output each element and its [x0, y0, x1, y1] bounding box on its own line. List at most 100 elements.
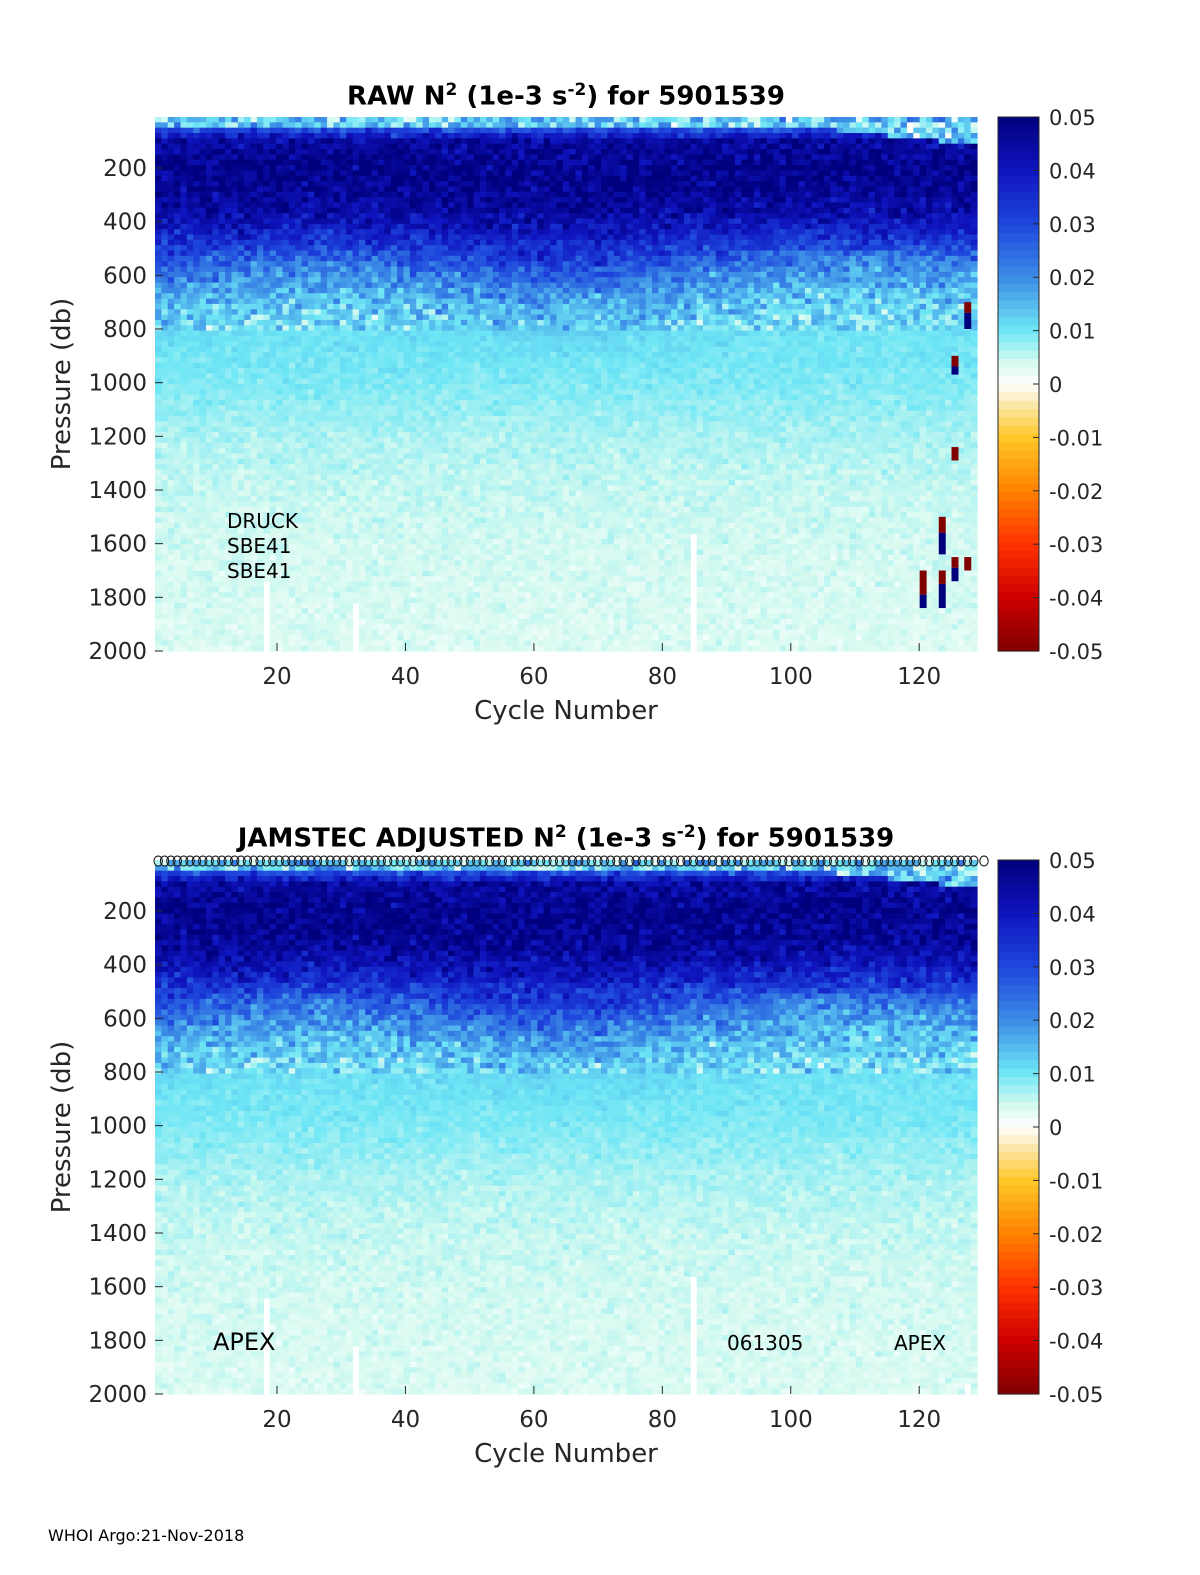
- colorbar-label: 0.04: [1049, 902, 1096, 926]
- qc-marker: [784, 855, 794, 867]
- qc-marker: [873, 855, 883, 867]
- x-tick-label: 40: [391, 664, 420, 690]
- y-tick-label: 600: [103, 1006, 147, 1032]
- qc-marker: [198, 855, 208, 867]
- colorbar-label: -0.03: [1049, 533, 1103, 557]
- qc-marker: [191, 855, 202, 867]
- qc-marker: [319, 855, 329, 867]
- y-tick-label: 200: [103, 899, 147, 925]
- qc-marker: [510, 855, 520, 867]
- qc-marker: [554, 855, 565, 867]
- y-tick-label: 800: [103, 317, 147, 343]
- anomaly-cell: [951, 567, 959, 582]
- sensor-annotation: DRUCK: [227, 509, 299, 533]
- qc-marker: [357, 855, 367, 867]
- qc-marker: [758, 855, 769, 867]
- qc-marker: [408, 855, 418, 867]
- qc-marker: [962, 855, 973, 867]
- qc-marker: [478, 855, 488, 867]
- qc-marker: [937, 855, 947, 867]
- qc-marker: [669, 855, 680, 867]
- qc-marker: [854, 855, 864, 867]
- qc-marker: [472, 855, 482, 867]
- qc-marker: [459, 855, 469, 867]
- anomaly-cell: [951, 447, 959, 461]
- qc-marker: [631, 855, 641, 867]
- qc-marker: [848, 855, 858, 867]
- footer-stamp: WHOI Argo:21-Nov-2018: [48, 1526, 244, 1545]
- qc-marker: [695, 855, 705, 867]
- qc-marker: [363, 855, 374, 867]
- qc-marker: [828, 855, 839, 867]
- qc-marker: [739, 855, 750, 867]
- qc-marker: [892, 855, 903, 867]
- x-tick-label: 40: [391, 1407, 420, 1433]
- qc-marker: [255, 855, 265, 867]
- colorbar-label: 0: [1049, 373, 1062, 397]
- raw-n2-heatmap: 20 40 60 80 100 120 200 400 600 800 1000 1200 1400 16…: [47, 106, 1103, 726]
- serial-number-label: 061305: [727, 1331, 803, 1355]
- x-tick-label: 60: [519, 664, 548, 690]
- qc-marker: [204, 855, 214, 867]
- qc-marker: [440, 855, 450, 867]
- y-axis-label: Pressure (db): [47, 298, 77, 471]
- anomaly-cell: [951, 355, 959, 367]
- qc-marker: [401, 855, 412, 867]
- qc-marker: [529, 855, 539, 867]
- y-tick-label: 1600: [88, 532, 147, 558]
- qc-marker: [746, 855, 756, 867]
- qc-marker: [172, 855, 183, 867]
- y-tick-label: 1400: [88, 478, 147, 504]
- anomaly-cell: [919, 570, 927, 595]
- qc-marker: [809, 855, 820, 867]
- x-tick-label: 80: [648, 1407, 677, 1433]
- qc-marker: [637, 855, 648, 867]
- colorbar-label: -0.02: [1049, 1223, 1103, 1247]
- qc-marker: [236, 855, 246, 867]
- colorbar: [997, 859, 1040, 1395]
- anomaly-cell: [938, 570, 946, 584]
- qc-marker: [229, 855, 240, 867]
- heatmap-cells: [155, 860, 978, 1395]
- colorbar-label: -0.01: [1049, 1169, 1103, 1193]
- colorbar-label: -0.04: [1049, 587, 1103, 611]
- qc-marker: [427, 855, 437, 867]
- colorbar-label: -0.02: [1049, 480, 1103, 504]
- colorbar-label: 0: [1049, 1116, 1062, 1140]
- qc-marker: [816, 855, 826, 867]
- qc-marker: [242, 855, 253, 867]
- x-axis-label: Cycle Number: [474, 1439, 658, 1469]
- qc-marker: [542, 855, 552, 867]
- y-axis-label: Pressure (db): [47, 1041, 77, 1214]
- y-tick-label: 2000: [88, 639, 147, 665]
- qc-marker: [395, 855, 406, 867]
- qc-marker: [446, 855, 457, 867]
- anomaly-cell: [938, 516, 946, 533]
- qc-marker: [720, 855, 731, 867]
- y-tick-label: 2000: [88, 1382, 147, 1408]
- qc-marker: [822, 855, 832, 867]
- anomaly-cell: [951, 366, 959, 375]
- colorbar-label: -0.05: [1049, 1383, 1103, 1407]
- float-type-label-right: APEX: [894, 1331, 946, 1355]
- qc-marker: [726, 855, 737, 867]
- qc-marker: [956, 855, 966, 867]
- qc-marker: [886, 855, 896, 867]
- sensor-annotation: SBE41: [227, 534, 292, 558]
- sensor-annotation: SBE41: [227, 559, 292, 583]
- x-axis-label: Cycle Number: [474, 696, 658, 726]
- colorbar-label: 0.05: [1049, 106, 1096, 130]
- qc-marker: [797, 855, 807, 867]
- qc-marker: [331, 855, 342, 867]
- qc-marker: [465, 855, 476, 867]
- qc-marker: [300, 855, 310, 867]
- qc-marker: [497, 855, 507, 867]
- qc-marker: [414, 855, 425, 867]
- qc-marker: [593, 855, 603, 867]
- y-tick-label: 400: [103, 953, 147, 979]
- anomaly-cell: [951, 557, 959, 568]
- y-tick-label: 1000: [88, 1114, 147, 1140]
- float-type-label: APEX: [213, 1328, 276, 1356]
- qc-marker: [287, 855, 297, 867]
- qc-marker: [656, 855, 667, 867]
